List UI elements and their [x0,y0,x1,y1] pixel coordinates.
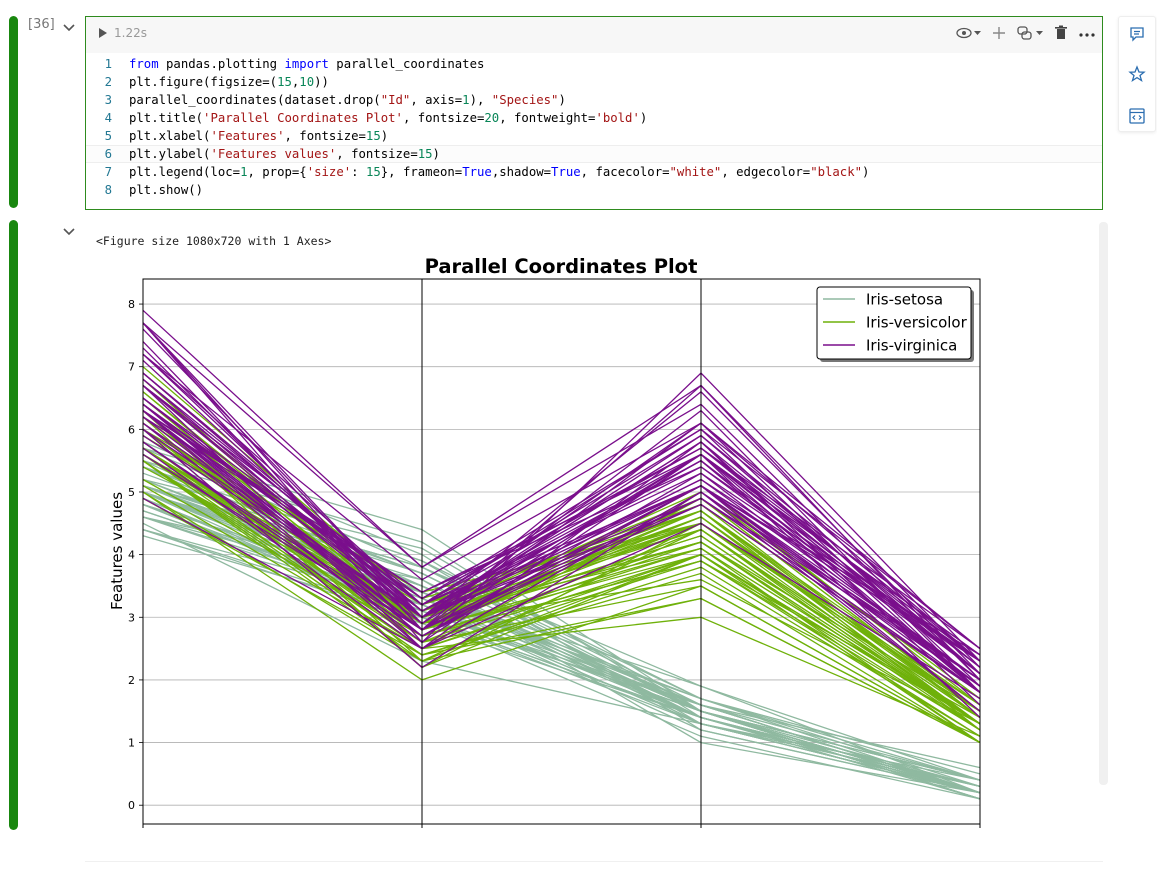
parallel-coordinates-chart: 0 1 2 3 4 5 6 7 8 Parallel Coordinates Plot Feat… [108,255,981,828]
y-axis-label: Features values [108,492,126,610]
legend: Iris-setosa Iris-versicolor Iris-virginica [816,286,974,362]
chevron-down-icon[interactable] [61,223,77,239]
run-time: 1.22s [114,26,147,40]
code-line[interactable]: 2 plt.figure(figsize=(15,10)) [86,73,1102,91]
cell-divider [85,861,1103,862]
line-number: 3 [104,93,112,107]
line-number: 6 [104,147,112,161]
y-tick-label: 3 [128,611,135,624]
trash-icon[interactable] [1054,25,1068,41]
legend-label: Iris-versicolor [866,314,968,332]
series-line [142,460,981,725]
plus-icon[interactable] [992,26,1006,40]
figure-size-text: <Figure size 1080x720 with 1 Axes> [96,234,332,248]
code-line[interactable]: 7 plt.legend(loc=1, prop={'size': 15}, fr… [86,163,1102,181]
line-number: 4 [104,111,112,125]
code-line[interactable]: 8 plt.show() [86,181,1102,199]
series-line [142,322,981,668]
code-line[interactable]: 6 plt.ylabel('Features values', fontsize=… [86,145,1102,163]
y-tick-label: 5 [128,486,135,499]
line-number: 7 [104,165,112,179]
y-tick-label: 7 [128,361,135,374]
code-editor[interactable]: 1 from pandas.plotting import parallel_co… [86,55,1102,199]
code-line[interactable]: 5 plt.xlabel('Features', fontsize=15) [86,127,1102,145]
more-icon[interactable] [1078,26,1096,40]
series-line [142,397,981,681]
output-scrollbar[interactable] [1099,222,1108,785]
series-line [142,353,981,650]
play-icon[interactable] [98,27,108,39]
line-number: 1 [104,57,112,71]
comment-icon[interactable] [1128,25,1146,43]
code-text: plt.show() [129,183,204,197]
run-status: 1.22s [98,26,147,40]
series-line [142,384,981,656]
series-iris-virginica [142,309,981,718]
line-number: 5 [104,129,112,143]
y-tick-label: 1 [128,737,135,750]
star-icon[interactable] [1128,65,1146,83]
series-line [142,435,981,693]
code-text: plt.xlabel('Features', fontsize=15) [129,129,389,143]
series-line [142,416,981,662]
chart-title: Parallel Coordinates Plot [425,255,698,278]
legend-box [816,286,972,360]
code-line[interactable]: 1 from pandas.plotting import parallel_co… [86,55,1102,73]
series-line [142,441,981,687]
y-tick-label: 4 [128,549,135,562]
y-tick-label: 6 [128,423,135,436]
input-exec-bar [9,16,18,208]
code-text: parallel_coordinates(dataset.drop("Id", … [129,93,566,107]
cell-counter: [36] [28,17,55,32]
code-text: from pandas.plotting import parallel_coo… [129,57,485,71]
series-line [142,322,981,681]
legend-label: Iris-virginica [866,337,957,355]
line-number: 8 [104,183,112,197]
code-text: plt.title('Parallel Coordinates Plot', f… [129,111,648,125]
y-tick-label: 8 [128,298,135,311]
y-tick-label: 0 [128,799,135,812]
code-text: plt.ylabel('Features values', fontsize=1… [129,147,440,161]
output-exec-bar [9,220,18,830]
series-line [142,485,981,737]
code-text: plt.figure(figsize=(15,10)) [129,75,329,89]
line-number: 2 [104,75,112,89]
series-line [142,491,981,744]
chevron-down-icon[interactable] [61,19,77,35]
side-panel [1118,16,1156,132]
y-tick-label: 2 [128,674,135,687]
legend-label: Iris-setosa [866,291,943,309]
plot-frame [142,278,981,825]
series-line [142,384,981,650]
code-line[interactable]: 4 plt.title('Parallel Coordinates Plot', … [86,109,1102,127]
code-text: plt.legend(loc=1, prop={'size': 15}, fra… [129,165,870,179]
python-icon[interactable] [1016,25,1044,41]
code-icon[interactable] [1128,107,1146,125]
code-line[interactable]: 3 parallel_coordinates(dataset.drop("Id",… [86,91,1102,109]
series-line [142,428,981,712]
eye-icon[interactable] [956,26,982,40]
series-line [142,460,981,744]
series-line [142,403,981,668]
series-line [142,497,981,700]
code-cell[interactable]: 1.22s 1 from [85,16,1103,210]
cell-toolbar: 1.22s [86,17,1102,53]
